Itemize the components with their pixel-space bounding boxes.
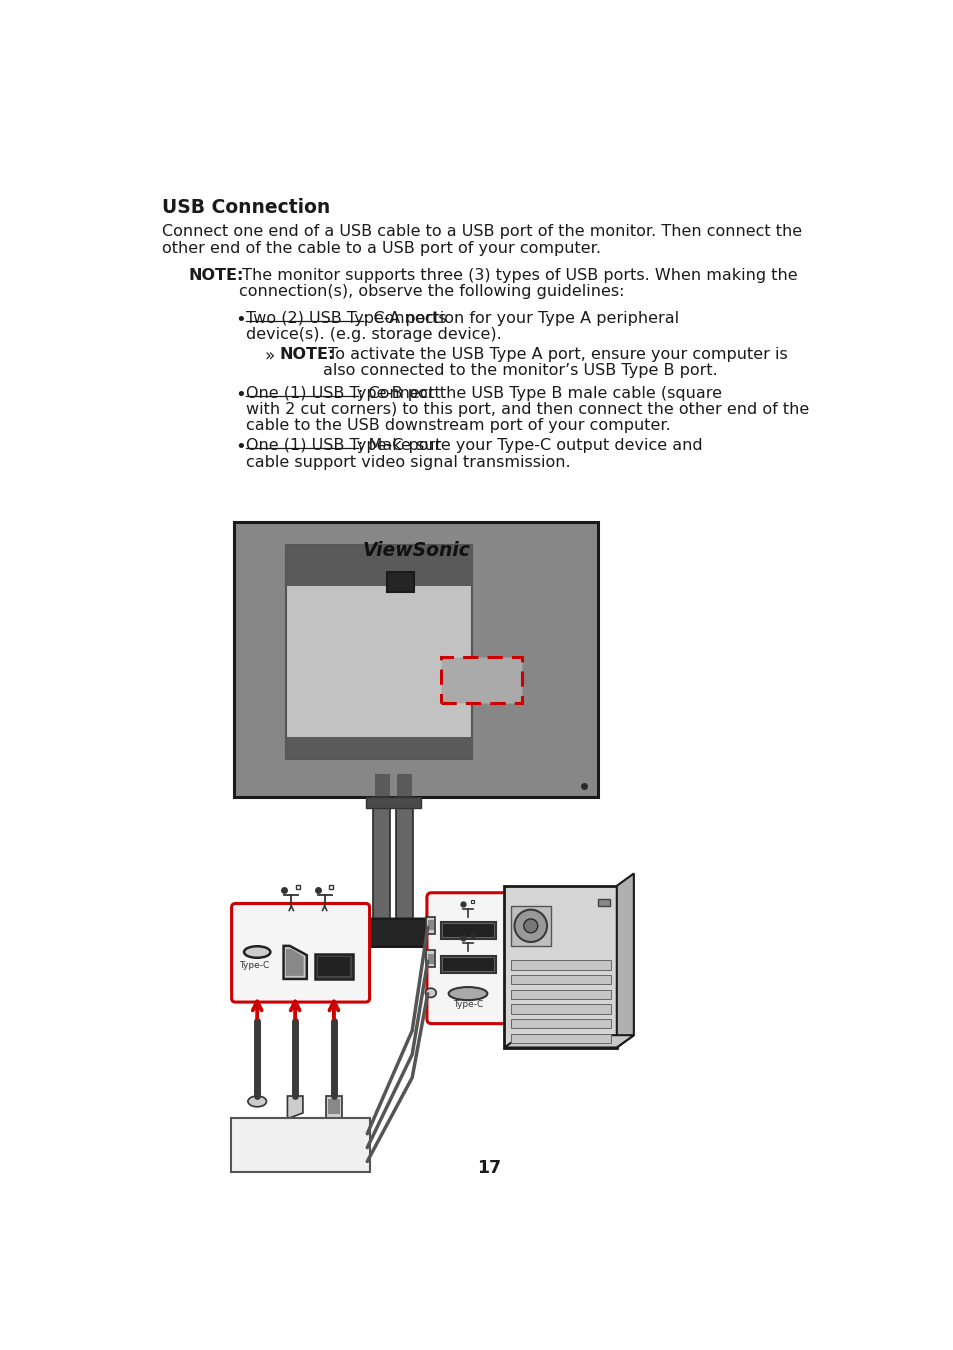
Text: •: • [235, 386, 246, 404]
Text: »: » [264, 347, 274, 364]
Text: •: • [235, 310, 246, 328]
Ellipse shape [448, 987, 487, 1000]
Text: USB Connection: USB Connection [162, 198, 330, 217]
Bar [504, 886, 617, 1048]
Text: ViewSonic: ViewSonic [362, 541, 470, 560]
Text: One (1) USB Type-B port: One (1) USB Type-B port [245, 386, 440, 401]
Bar [510, 906, 550, 946]
Polygon shape [286, 949, 303, 976]
Bar [510, 1034, 610, 1044]
Bar [286, 545, 472, 586]
Polygon shape [504, 1035, 633, 1048]
Text: : Connection for your Type A peripheral: : Connection for your Type A peripheral [362, 310, 679, 325]
Bar [440, 657, 521, 703]
Text: : Make sure your Type-C output device and: : Make sure your Type-C output device an… [357, 439, 701, 454]
Bar [295, 886, 299, 888]
Bar [440, 922, 496, 940]
Text: Two (2) USB Type-A ports: Two (2) USB Type-A ports [245, 310, 446, 325]
FancyBboxPatch shape [232, 903, 369, 1002]
Text: Type-C: Type-C [453, 1000, 482, 1008]
Text: cable support video signal transmission.: cable support video signal transmission. [245, 455, 570, 470]
Bar [427, 919, 434, 930]
Bar [375, 774, 390, 798]
Text: 17: 17 [476, 1158, 500, 1177]
Bar [427, 953, 434, 964]
Circle shape [514, 910, 546, 942]
Bar [510, 960, 610, 969]
Text: •: • [235, 439, 246, 456]
Text: NOTE:: NOTE: [279, 347, 335, 362]
Bar [598, 899, 609, 906]
Bar [373, 798, 390, 925]
Bar [510, 975, 610, 984]
Polygon shape [617, 873, 633, 1048]
FancyBboxPatch shape [231, 1118, 370, 1172]
Text: device(s). (e.g. storage device).: device(s). (e.g. storage device). [245, 327, 500, 342]
Text: NOTE:: NOTE: [189, 269, 244, 284]
Text: One (1) USB Type-C port: One (1) USB Type-C port [245, 439, 440, 454]
Bar [510, 1004, 610, 1014]
Ellipse shape [425, 988, 436, 998]
Text: other end of the cable to a USB port of your computer.: other end of the cable to a USB port of … [162, 240, 600, 255]
Text: Type-C: Type-C [239, 961, 270, 971]
Bar [233, 522, 598, 798]
Bar [443, 958, 493, 971]
Bar [314, 954, 353, 979]
Bar [471, 899, 474, 903]
FancyBboxPatch shape [427, 892, 509, 1023]
Text: Connect one end of a USB cable to a USB port of the monitor. Then connect the: Connect one end of a USB cable to a USB … [162, 224, 801, 239]
Polygon shape [283, 946, 307, 979]
Bar [317, 957, 350, 976]
Text: with 2 cut corners) to this port, and then connect the other end of the: with 2 cut corners) to this port, and th… [245, 402, 808, 417]
FancyBboxPatch shape [387, 572, 414, 593]
Text: : Connect the USB Type B male cable (square: : Connect the USB Type B male cable (squ… [357, 386, 721, 401]
Text: cable to the USB downstream port of your computer.: cable to the USB downstream port of your… [245, 418, 670, 433]
Polygon shape [287, 1096, 303, 1118]
Bar [426, 917, 435, 934]
Ellipse shape [248, 1096, 266, 1107]
Bar [395, 798, 413, 925]
Bar [510, 990, 610, 999]
Bar [326, 1096, 341, 1118]
Bar [443, 925, 493, 937]
Bar [440, 956, 496, 973]
Text: To activate the USB Type A port, ensure your computer is: To activate the USB Type A port, ensure … [323, 347, 787, 362]
Bar [286, 737, 472, 759]
Text: The monitor supports three (3) types of USB ports. When making the: The monitor supports three (3) types of … [236, 269, 797, 284]
Bar [426, 950, 435, 968]
Bar [396, 774, 412, 798]
Bar [328, 1099, 340, 1115]
Bar [286, 545, 472, 759]
Bar [510, 1019, 610, 1029]
Text: also connected to the monitor’s USB Type B port.: also connected to the monitor’s USB Type… [323, 363, 717, 378]
Bar [365, 798, 421, 809]
Ellipse shape [244, 946, 270, 957]
Text: connection(s), observe the following guidelines:: connection(s), observe the following gui… [239, 285, 624, 300]
Circle shape [523, 919, 537, 933]
FancyBboxPatch shape [307, 919, 480, 946]
Bar [329, 886, 333, 888]
Bar [471, 934, 474, 937]
